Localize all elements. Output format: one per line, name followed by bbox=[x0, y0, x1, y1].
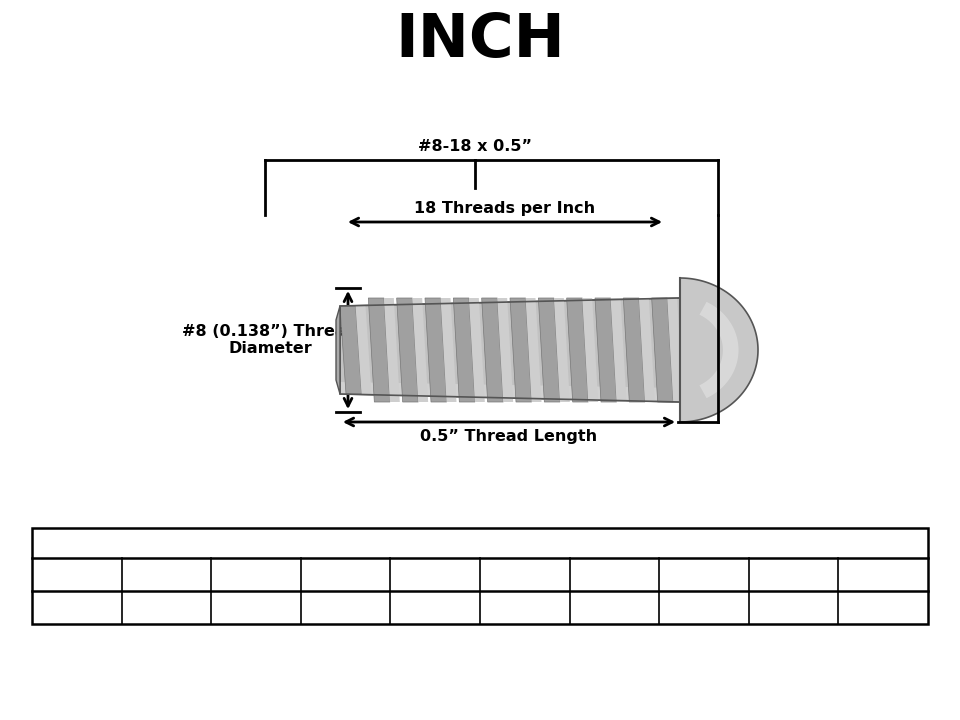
Polygon shape bbox=[680, 278, 758, 422]
Polygon shape bbox=[482, 298, 503, 402]
Text: #3: #3 bbox=[333, 565, 358, 583]
Text: 0.138”: 0.138” bbox=[588, 600, 641, 615]
Text: #6: #6 bbox=[602, 565, 627, 583]
Polygon shape bbox=[639, 298, 655, 402]
Polygon shape bbox=[667, 298, 684, 402]
Polygon shape bbox=[566, 298, 588, 402]
Polygon shape bbox=[336, 306, 340, 394]
Text: #8-18 x 0.5”: #8-18 x 0.5” bbox=[418, 139, 532, 154]
Text: 0.099”: 0.099” bbox=[319, 600, 372, 615]
Text: 0.073”: 0.073” bbox=[139, 600, 193, 615]
Text: #8 (0.138”) Thread
Diameter: #8 (0.138”) Thread Diameter bbox=[182, 324, 357, 356]
Text: 0.164”: 0.164” bbox=[677, 600, 732, 615]
Polygon shape bbox=[510, 298, 532, 402]
Text: Inch Equivalent for Numbered Screws: Inch Equivalent for Numbered Screws bbox=[38, 532, 408, 550]
Text: #1: #1 bbox=[154, 565, 180, 583]
Polygon shape bbox=[595, 298, 616, 402]
Polygon shape bbox=[384, 298, 399, 402]
Polygon shape bbox=[611, 298, 627, 402]
Polygon shape bbox=[355, 306, 372, 394]
Polygon shape bbox=[441, 298, 457, 402]
Bar bbox=[32, 528, 928, 624]
Polygon shape bbox=[497, 298, 514, 402]
Polygon shape bbox=[340, 298, 680, 402]
Text: #12: #12 bbox=[865, 565, 901, 583]
Text: #0: #0 bbox=[64, 565, 89, 583]
Text: #5: #5 bbox=[512, 565, 538, 583]
Polygon shape bbox=[583, 298, 598, 402]
Text: 0.190”: 0.190” bbox=[766, 600, 821, 615]
Text: #2: #2 bbox=[243, 565, 269, 583]
Text: INCH: INCH bbox=[396, 11, 564, 70]
Text: #8: #8 bbox=[691, 565, 717, 583]
Text: #4: #4 bbox=[422, 565, 448, 583]
Text: 0.112”: 0.112” bbox=[408, 600, 463, 615]
Polygon shape bbox=[425, 298, 446, 402]
Polygon shape bbox=[623, 298, 645, 402]
Polygon shape bbox=[369, 298, 390, 402]
Text: 0.216”: 0.216” bbox=[856, 600, 910, 615]
Text: #10: #10 bbox=[775, 565, 812, 583]
Polygon shape bbox=[453, 298, 475, 402]
Polygon shape bbox=[340, 306, 362, 394]
Text: 0.060”: 0.060” bbox=[50, 600, 104, 615]
Polygon shape bbox=[396, 298, 419, 402]
Polygon shape bbox=[468, 298, 485, 402]
Text: 0.5” Thread Length: 0.5” Thread Length bbox=[420, 429, 597, 444]
Polygon shape bbox=[412, 298, 428, 402]
Polygon shape bbox=[652, 298, 673, 402]
Text: 0.125”: 0.125” bbox=[497, 600, 552, 615]
Polygon shape bbox=[525, 298, 541, 402]
Polygon shape bbox=[554, 298, 570, 402]
Text: 18 Threads per Inch: 18 Threads per Inch bbox=[415, 201, 595, 216]
Polygon shape bbox=[700, 302, 738, 398]
Polygon shape bbox=[340, 382, 680, 402]
Text: 0.086”: 0.086” bbox=[228, 600, 283, 615]
Polygon shape bbox=[539, 298, 560, 402]
